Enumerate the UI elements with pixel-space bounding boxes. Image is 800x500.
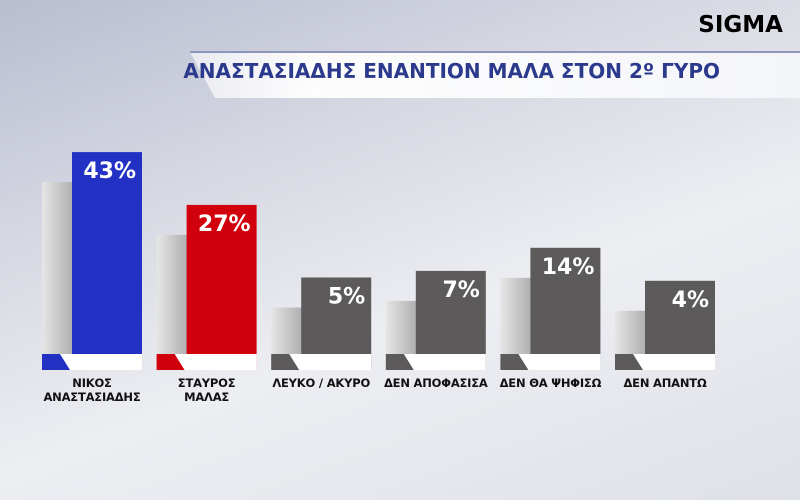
bar-foot-accent <box>271 354 300 370</box>
value-label: 7% <box>442 278 479 303</box>
value-label: 5% <box>328 285 365 310</box>
category-label: ΔΕΝ ΑΠΑΝΤΩ <box>623 376 707 390</box>
title-banner <box>190 52 800 98</box>
bar-shadow <box>42 182 76 370</box>
bar-shadow <box>156 234 191 370</box>
chart-title: ΑΝΑΣΤΑΣΙΑΔΗΣ ΕΝΑΝΤΙΟΝ ΜΑΛΑ ΣΤΟΝ 2º ΓΥΡΟ <box>183 59 720 83</box>
bar <box>72 152 142 370</box>
value-label: 4% <box>672 288 709 313</box>
bar-foot-accent <box>615 354 643 370</box>
category-label: ΣΤΑΥΡΟΣ ΜΑΛΑΣ <box>177 376 236 404</box>
value-label: 27% <box>198 212 251 237</box>
category-label: ΛΕΥΚΟ / ΑΚΥΡΟ <box>272 376 371 390</box>
value-label: 43% <box>83 159 136 184</box>
brand: SIGMA <box>698 12 783 38</box>
bar <box>530 247 601 370</box>
bar <box>415 270 486 370</box>
bar-foot-accent <box>500 354 529 370</box>
value-label: 14% <box>542 255 595 280</box>
bar-foot-accent <box>385 354 414 370</box>
category-label: ΔΕΝ ΑΠΟΦΑΣΙΣΑ <box>383 376 488 390</box>
category-label: ΔΕΝ ΘΑ ΨΗΦΙΣΩ <box>499 376 602 390</box>
bar-foot-accent <box>156 354 185 370</box>
bar <box>186 204 257 370</box>
category-label: ΝΙΚΟΣ ΑΝΑΣΤΑΣΙΑΔΗΣ <box>43 376 141 404</box>
bar-foot-accent <box>42 354 70 370</box>
